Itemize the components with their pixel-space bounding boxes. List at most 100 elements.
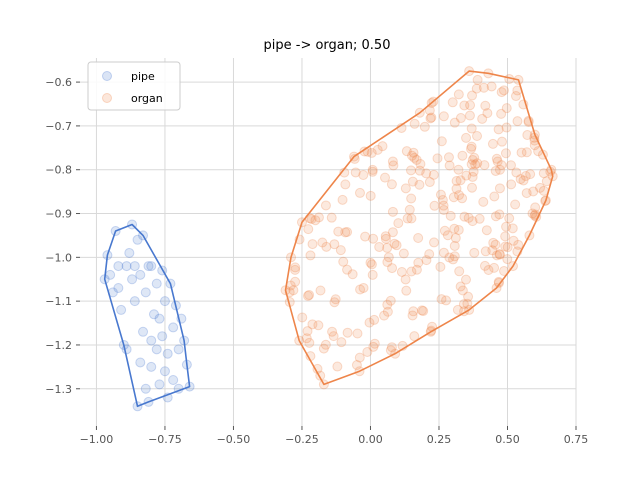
organ-point xyxy=(462,298,473,309)
organ-point xyxy=(474,213,485,224)
pipe-point xyxy=(132,401,143,412)
organ-point xyxy=(521,188,532,199)
organ-point xyxy=(504,73,515,84)
organ-point xyxy=(469,247,480,258)
y-tick-label: −1.3 xyxy=(45,383,72,396)
organ-point xyxy=(523,117,534,128)
organ-point xyxy=(426,97,437,108)
organ-point xyxy=(396,266,407,277)
pipe-point xyxy=(129,261,140,272)
organ-point xyxy=(426,112,437,123)
organ-point xyxy=(387,227,398,238)
organ-point xyxy=(329,239,340,250)
organ-point xyxy=(349,153,360,164)
organ-point xyxy=(463,212,474,223)
organ-point xyxy=(518,175,529,186)
organ-point xyxy=(445,210,456,221)
pipe-point xyxy=(157,331,168,342)
organ-point xyxy=(535,182,546,193)
organ-point xyxy=(504,213,515,224)
organ-point xyxy=(512,85,523,96)
organ-point xyxy=(516,147,527,158)
organ-point xyxy=(421,168,432,179)
organ-point xyxy=(413,233,424,244)
y-tick-label: −0.7 xyxy=(45,120,72,133)
x-tick-label: −1.00 xyxy=(80,433,114,446)
organ-point xyxy=(472,158,483,169)
organ-point xyxy=(360,231,371,242)
organ-point xyxy=(406,193,417,204)
organ-point xyxy=(310,215,321,226)
organ-point xyxy=(304,289,315,300)
organ-point xyxy=(342,327,353,338)
organ-point xyxy=(530,209,541,220)
organ-point xyxy=(339,167,350,178)
pipe-hull xyxy=(103,223,191,408)
pipe-point xyxy=(162,348,173,359)
organ-point xyxy=(406,266,417,277)
pipe-point xyxy=(138,326,149,337)
organ-point xyxy=(354,352,365,363)
organ-point xyxy=(382,257,393,268)
organ-point xyxy=(426,325,437,336)
organ-point xyxy=(494,209,505,220)
organ-point xyxy=(493,276,504,287)
organ-point xyxy=(290,276,301,287)
organ-point xyxy=(320,200,331,211)
pipe-point xyxy=(146,361,157,372)
organ-point xyxy=(487,138,498,149)
organ-point xyxy=(541,176,552,187)
pipe-point xyxy=(146,335,157,346)
organ-point xyxy=(347,269,358,280)
organ-point xyxy=(364,317,375,328)
organ-point xyxy=(483,68,494,79)
organ-point xyxy=(428,96,439,107)
organ-point xyxy=(427,321,438,332)
pipe-point xyxy=(146,261,157,272)
organ-point xyxy=(304,213,315,224)
organ-point xyxy=(525,169,536,180)
organ-point xyxy=(380,231,391,242)
x-tick-label: 0.50 xyxy=(495,433,520,446)
organ-point xyxy=(305,250,316,261)
organ-point xyxy=(406,213,417,224)
organ-point xyxy=(419,121,430,132)
organ-point xyxy=(466,123,477,134)
organ-point xyxy=(315,285,326,296)
organ-point xyxy=(432,153,443,164)
pipe-point xyxy=(121,261,132,272)
organ-point xyxy=(510,199,521,210)
pipe-point xyxy=(170,300,181,311)
organ-point xyxy=(290,264,301,275)
organ-point xyxy=(408,147,419,158)
organ-point xyxy=(494,249,505,260)
organ-point xyxy=(436,294,447,305)
pipe-point xyxy=(168,322,179,333)
organ-point xyxy=(496,87,507,98)
organ-point xyxy=(383,252,394,263)
organ-point xyxy=(368,233,379,244)
organ-point xyxy=(449,251,460,262)
organ-point xyxy=(483,264,494,275)
organ-point xyxy=(391,240,402,251)
organ-point xyxy=(407,176,418,187)
organ-point xyxy=(372,144,383,155)
pipe-point xyxy=(159,366,170,377)
organ-point xyxy=(460,274,471,285)
pipe-point xyxy=(165,278,176,289)
organ-point xyxy=(355,284,366,295)
x-tick-label: −0.25 xyxy=(285,433,319,446)
organ-point xyxy=(401,146,412,157)
organ-point xyxy=(404,204,415,215)
organ-point xyxy=(335,245,346,256)
organ-point xyxy=(524,230,535,241)
organ-point xyxy=(409,152,420,163)
pipe-point xyxy=(140,383,151,394)
organ-point xyxy=(409,331,420,342)
organ-point xyxy=(487,245,498,256)
pipe-point xyxy=(159,296,170,307)
point-layer xyxy=(99,66,558,412)
organ-point xyxy=(414,107,425,118)
organ-point xyxy=(528,186,539,197)
